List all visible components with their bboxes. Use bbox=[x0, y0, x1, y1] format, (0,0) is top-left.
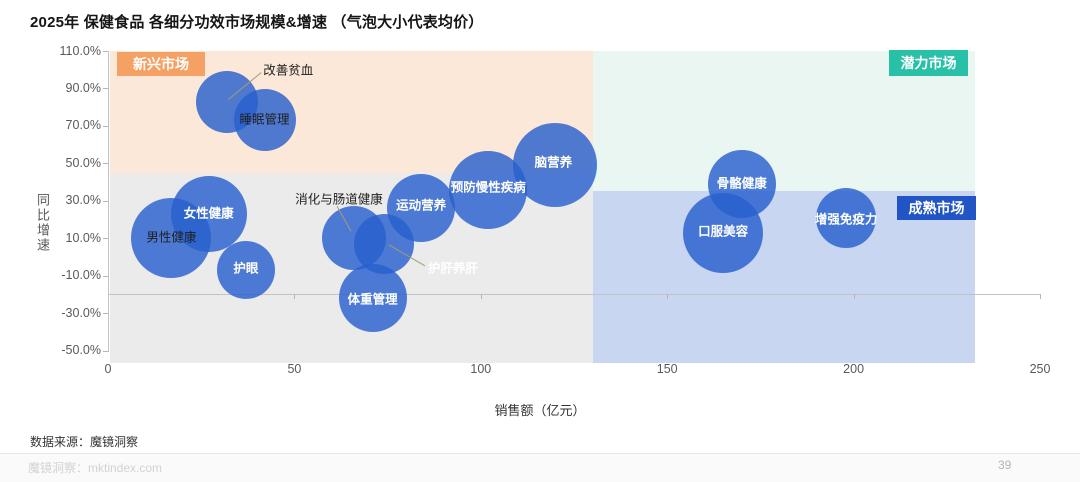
x-tick-label: 100 bbox=[470, 362, 492, 376]
chart-bubble bbox=[170, 175, 247, 252]
x-axis-line bbox=[108, 294, 1040, 296]
y-axis-tick bbox=[103, 275, 108, 277]
y-axis-tick bbox=[103, 200, 108, 202]
x-axis-tick bbox=[1040, 294, 1041, 300]
y-tick-label: 90.0% bbox=[65, 80, 101, 95]
y-tick-label: 110.0% bbox=[59, 43, 101, 58]
y-axis-tick bbox=[103, 163, 108, 165]
quadrant-badge: 潜力市场 bbox=[889, 50, 968, 76]
y-axis-title: 同比增速 bbox=[35, 193, 50, 253]
bubble-label: 消化与肠道健康 bbox=[295, 192, 383, 207]
x-axis-tick bbox=[294, 294, 296, 300]
x-axis-tick bbox=[480, 294, 482, 300]
page-number: 39 bbox=[998, 458, 1012, 472]
x-tick-label: 250 bbox=[1029, 362, 1051, 376]
mature-region bbox=[592, 191, 976, 364]
y-tick-label: 30.0% bbox=[65, 193, 101, 208]
y-axis-tick bbox=[103, 313, 108, 315]
chart-bubble bbox=[216, 241, 275, 300]
bubble-label: 护肝养肝 bbox=[427, 261, 478, 276]
quadrant-badge: 成熟市场 bbox=[897, 196, 976, 220]
bubble-label: 体重管理 bbox=[347, 292, 398, 307]
x-axis-tick bbox=[853, 294, 855, 300]
bubble-label: 改善贫血 bbox=[263, 63, 314, 78]
x-tick-label: 200 bbox=[843, 362, 865, 376]
y-tick-label: -10.0% bbox=[61, 268, 101, 283]
quadrant-badge: 新兴市场 bbox=[117, 52, 205, 76]
bubble-chart: 110.0% 90.0% 70.0% 50.0% 30.0% 10.0% -10.0% -30… bbox=[59, 43, 1051, 377]
y-axis-tick bbox=[103, 88, 108, 90]
bubble-label: 预防慢性疾病 bbox=[450, 180, 526, 195]
bubble-label: 骨骼健康 bbox=[716, 176, 767, 191]
data-source-note: 数据来源：魔镜洞察 bbox=[30, 435, 139, 449]
x-axis-tick bbox=[667, 294, 669, 300]
x-tick-label: 0 bbox=[104, 362, 112, 376]
y-axis-tick bbox=[103, 350, 108, 352]
x-tick-label: 150 bbox=[656, 362, 678, 376]
chart-bubble bbox=[683, 192, 764, 273]
footer-divider bbox=[0, 453, 1080, 454]
x-axis-title: 销售额（亿元） bbox=[494, 403, 586, 418]
x-tick-label: 50 bbox=[287, 362, 302, 376]
bubble-label: 口服美容 bbox=[698, 224, 749, 239]
y-tick-label: 70.0% bbox=[65, 118, 101, 133]
footer-bar bbox=[0, 454, 1080, 482]
bubble-label: 女性健康 bbox=[183, 206, 234, 221]
bubble-label: 运动营养 bbox=[396, 198, 447, 213]
chart-title: 2025年 保健食品 各细分功效市场规模&增速 （气泡大小代表均价） bbox=[30, 14, 484, 31]
bubble-label: 男性健康 bbox=[146, 230, 197, 245]
chart-bubble bbox=[816, 187, 877, 248]
y-tick-label: -30.0% bbox=[61, 305, 101, 320]
chart-bubble bbox=[338, 264, 407, 333]
chart-bubble bbox=[513, 123, 598, 208]
y-axis-line bbox=[107, 51, 109, 352]
y-axis-tick bbox=[103, 238, 108, 240]
y-tick-label: 50.0% bbox=[65, 155, 101, 170]
y-axis-tick bbox=[103, 125, 108, 127]
y-tick-label: -50.0% bbox=[61, 343, 101, 358]
chart-bubble bbox=[387, 174, 456, 243]
y-tick-label: 10.0% bbox=[65, 230, 101, 245]
bubble-label: 增强免疫力 bbox=[814, 212, 878, 227]
y-axis-tick bbox=[103, 51, 108, 52]
bubble-label: 护眼 bbox=[233, 261, 259, 276]
bubble-label: 睡眠管理 bbox=[239, 112, 290, 127]
watermark-text: 魔镜洞察：mktindex.com bbox=[28, 461, 163, 475]
bubble-label: 脑营养 bbox=[534, 155, 573, 170]
